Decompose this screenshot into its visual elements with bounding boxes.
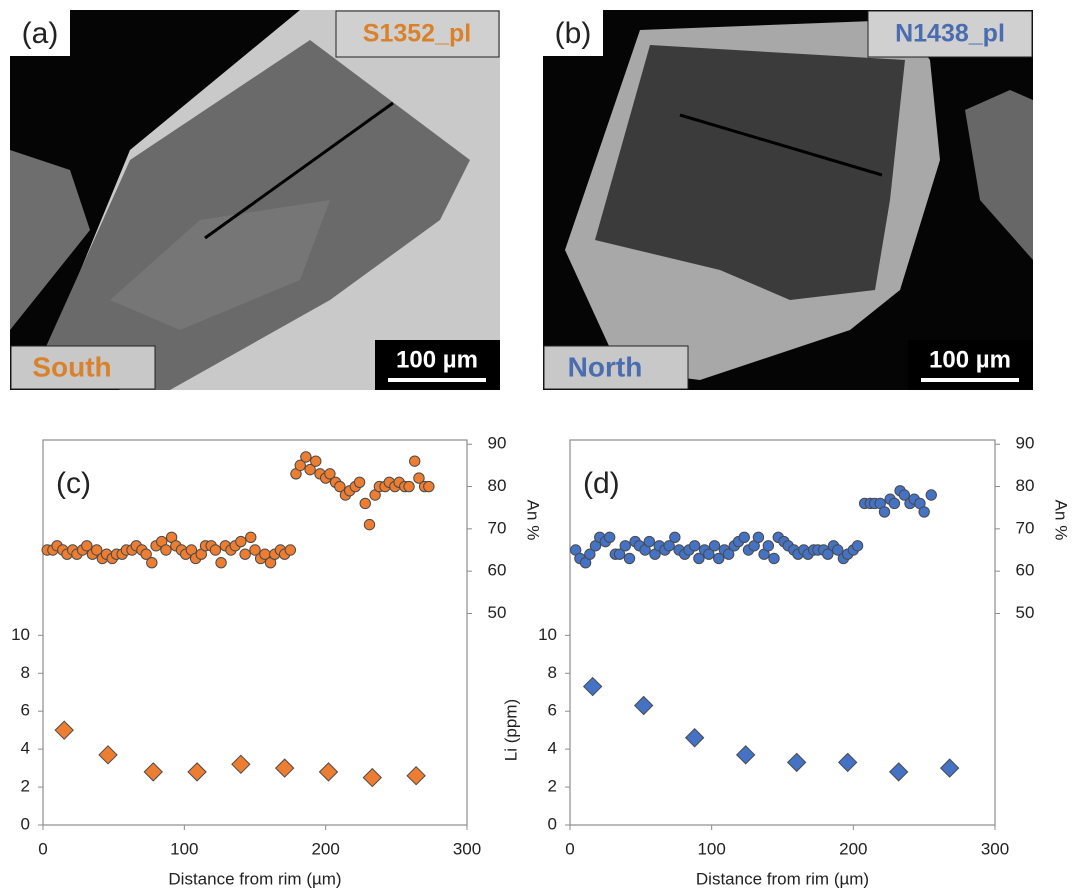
y-tick-label: 4 xyxy=(548,739,557,758)
an-point xyxy=(604,532,614,542)
an-point xyxy=(301,452,311,462)
x-tick-label: 200 xyxy=(839,839,867,858)
an-point xyxy=(354,477,364,487)
region-name: South xyxy=(32,351,111,382)
x-tick-label: 300 xyxy=(981,839,1009,858)
y-tick-label: 0 xyxy=(21,814,30,833)
li-point xyxy=(686,729,704,747)
an-point xyxy=(240,549,250,559)
li-point xyxy=(635,697,653,715)
an-point xyxy=(689,541,699,551)
y2-tick-label: 60 xyxy=(488,561,507,580)
panel-label: (a) xyxy=(22,17,59,50)
an-point xyxy=(210,545,220,555)
an-point xyxy=(360,498,370,508)
an-point xyxy=(739,532,749,542)
an-point xyxy=(285,545,295,555)
li-point xyxy=(407,767,425,785)
y2-tick-label: 50 xyxy=(1016,603,1035,622)
y-tick-label: 10 xyxy=(538,625,557,644)
an-point xyxy=(404,481,414,491)
li-point xyxy=(319,763,337,781)
y-tick-label: 10 xyxy=(11,625,30,644)
li-point xyxy=(584,678,602,696)
y2-tick-label: 90 xyxy=(488,434,507,453)
an-point xyxy=(769,553,779,563)
x-tick-label: 0 xyxy=(565,839,574,858)
an-point xyxy=(620,541,630,551)
y-tick-label: 4 xyxy=(21,739,30,758)
li-point xyxy=(144,763,162,781)
li-point xyxy=(839,753,857,771)
an-point xyxy=(670,532,680,542)
x-tick-label: 100 xyxy=(170,839,198,858)
y2-tick-label: 60 xyxy=(1016,561,1035,580)
an-point xyxy=(763,541,773,551)
sample-name: S1352_pl xyxy=(363,20,471,48)
panel-label: (b) xyxy=(555,17,592,50)
y2-tick-label: 50 xyxy=(488,603,507,622)
li-point xyxy=(363,769,381,787)
x-tick-label: 300 xyxy=(453,839,481,858)
panel-label: (c) xyxy=(56,467,91,500)
an-point xyxy=(624,553,634,563)
scale-label: 100 µm xyxy=(396,346,478,373)
an-point xyxy=(161,545,171,555)
x-axis-label: Distance from rim (µm) xyxy=(168,869,341,888)
photo-b: (b) N1438_pl North 100 µm xyxy=(543,10,1033,390)
li-point xyxy=(232,755,250,773)
an-point xyxy=(147,557,157,567)
li-point xyxy=(737,746,755,764)
scale-label: 100 µm xyxy=(929,346,1011,373)
an-point xyxy=(852,541,862,551)
li-point xyxy=(276,759,294,777)
y2-tick-label: 70 xyxy=(1016,518,1035,537)
an-point xyxy=(236,536,246,546)
y2-tick-label: 70 xyxy=(488,518,507,537)
an-point xyxy=(753,532,763,542)
li-point xyxy=(188,763,206,781)
y-tick-label: 0 xyxy=(548,814,557,833)
y-tick-label: 2 xyxy=(548,777,557,796)
an-point xyxy=(246,532,256,542)
y2-tick-label: 80 xyxy=(1016,476,1035,495)
region-name: North xyxy=(568,351,643,382)
x-tick-label: 0 xyxy=(38,839,47,858)
sample-name: N1438_pl xyxy=(895,20,1005,48)
an-point xyxy=(410,456,420,466)
x-tick-label: 100 xyxy=(697,839,725,858)
an-point xyxy=(889,498,899,508)
figure: (a) S1352_pl South 100 µm (b) N1438_pl N… xyxy=(0,0,1075,892)
plot-frame xyxy=(43,440,467,825)
photo-a: (a) S1352_pl South 100 µm xyxy=(10,10,500,390)
an-point xyxy=(364,519,374,529)
an-point xyxy=(644,536,654,546)
an-point xyxy=(311,456,321,466)
panel-label: (d) xyxy=(583,467,620,500)
y2-axis-label: An % xyxy=(524,500,543,541)
an-point xyxy=(879,507,889,517)
li-point xyxy=(890,763,908,781)
y2-tick-label: 90 xyxy=(1016,434,1035,453)
li-point xyxy=(55,721,73,739)
y-tick-label: 8 xyxy=(548,663,557,682)
y-tick-label: 6 xyxy=(21,701,30,720)
x-axis-label: Distance from rim (µm) xyxy=(696,869,869,888)
li-point xyxy=(941,759,959,777)
an-point xyxy=(424,481,434,491)
an-point xyxy=(926,490,936,500)
an-point xyxy=(216,557,226,567)
y2-axis-label: An % xyxy=(1052,500,1071,541)
y-tick-label: 6 xyxy=(548,701,557,720)
li-point xyxy=(788,753,806,771)
an-point xyxy=(919,507,929,517)
li-point xyxy=(99,746,117,764)
x-tick-label: 200 xyxy=(311,839,339,858)
y-tick-label: 2 xyxy=(21,777,30,796)
an-point xyxy=(709,541,719,551)
y2-tick-label: 80 xyxy=(488,476,507,495)
y-axis-label: Li (ppm) xyxy=(501,699,520,761)
y-tick-label: 8 xyxy=(21,663,30,682)
